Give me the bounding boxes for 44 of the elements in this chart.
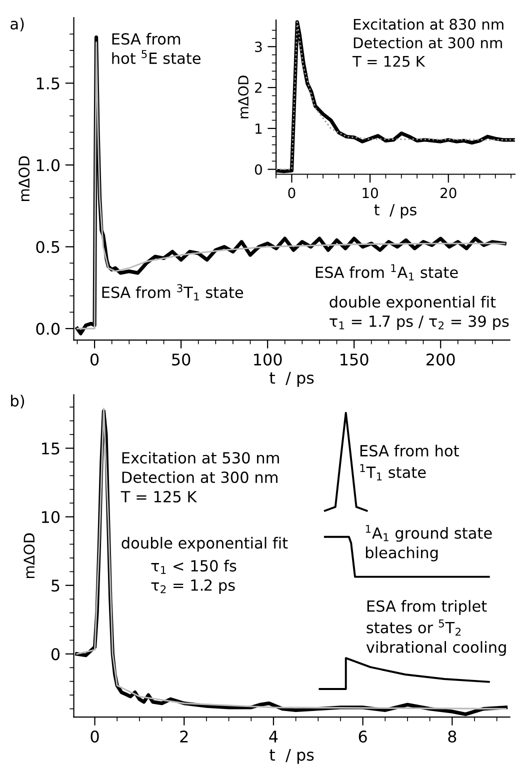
x-tick-label: 4 (269, 730, 278, 742)
x-tick-label: 100 (254, 353, 282, 366)
y-axis-title: mΔOD (238, 76, 249, 118)
y-tick-label: 0 (254, 164, 262, 175)
annotation: ESA from hot $^{5}$E state (112, 32, 200, 64)
y-tick-label: 3 (255, 42, 262, 52)
x-tick-label: 0 (90, 353, 99, 366)
annotation: double exponential fit (122, 536, 288, 552)
x-tick-label: 2 (180, 730, 188, 742)
y-tick-label: 0.0 (36, 322, 60, 335)
y-tick-label: 2 (255, 82, 262, 93)
y-tick-label: 0 (51, 648, 60, 660)
annotation: $^{1}$A$_{1}$ ground state bleaching (366, 524, 492, 562)
annotation: ESA from hot $^{1}$T$_{1}$ state (360, 444, 459, 480)
y-tick-label: 0.5 (36, 240, 60, 254)
x-tick-label: 20 (440, 188, 456, 198)
x-tick-label: 6 (358, 730, 367, 743)
x-tick-label: 50 (172, 353, 190, 366)
x-axis-title: t / ps (270, 372, 314, 387)
y-tick-label: 10 (42, 511, 60, 524)
x-tick-label: 0 (288, 188, 296, 198)
text: a) (10, 18, 24, 32)
annotation: Excitation at 530 nm Detection at 300 nm T = 125 K (120, 452, 279, 502)
annotation: τ$_{1}$ < 150 fs τ$_{2}$ = 1.2 ps (151, 560, 236, 594)
x-axis-title: t / ps (270, 748, 314, 764)
y-tick-label: 1 (256, 124, 262, 134)
annotation: ESA from $^{1}$A$_{1}$ state (316, 264, 458, 280)
x-tick-label: 150 (340, 353, 368, 366)
y-axis-title: mΔOD (24, 533, 35, 578)
y-tick-label: 15 (42, 442, 60, 455)
x-tick-label: 200 (426, 353, 455, 366)
annotation: ESA from triplet states or $^{5}$T$_{2}$ vibrational cooling (366, 600, 506, 656)
x-tick-label: 8 (448, 730, 456, 743)
y-tick-label: 1.5 (36, 78, 60, 90)
x-tick-label: 0 (90, 730, 99, 743)
annotation: Excitation at 830 nm Detection at 300 nm T = 125 K (352, 18, 504, 67)
y-tick-label: 5 (52, 580, 60, 592)
x-tick-label: 10 (362, 188, 378, 198)
annotation: double exponential fit τ$_{1}$ = 1.7 ps / τ$_{2}$ = 39 ps (330, 296, 509, 330)
annotation: ESA from $^{3}$T$_{1}$ state (102, 284, 244, 300)
y-tick-label: 1.0 (36, 159, 60, 172)
text: b) (11, 394, 24, 408)
y-axis-title: mΔOD (18, 156, 30, 201)
x-axis-title: t / ps (374, 204, 416, 218)
